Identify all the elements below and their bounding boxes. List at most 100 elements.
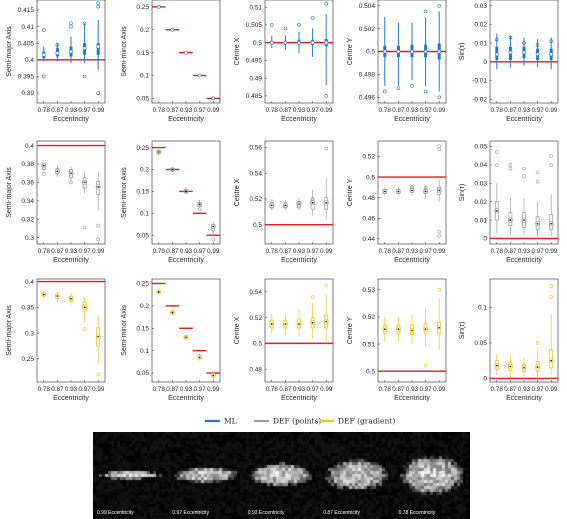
x-tick-label: 0.87 (166, 386, 179, 393)
x-axis-label: Eccentricity (281, 116, 317, 123)
x-tick-label: 0.78 (379, 248, 392, 255)
median-marker (184, 50, 188, 55)
median-ring (82, 179, 88, 185)
median-ring (535, 364, 541, 370)
outlier (549, 294, 554, 299)
y-tick-label: 0.38 (21, 161, 34, 168)
outlier (508, 166, 513, 171)
median-ring (323, 318, 329, 324)
plot-frame (36, 140, 106, 245)
median-marker (82, 46, 87, 51)
y-tick-label: 0.05 (474, 144, 487, 151)
outlier (324, 94, 329, 98)
median-ring (296, 201, 302, 207)
ellipse-image-strip: 0.99 Eccentricity 0.97 Eccentricity 0.93 E… (93, 432, 470, 519)
x-axis-label: Eccentricity (281, 395, 317, 402)
box (197, 355, 202, 360)
outlier (283, 26, 288, 31)
strip-label: 0.99 Eccentricity (97, 510, 134, 516)
box (156, 150, 161, 155)
y-tick-label: 0.496 (359, 94, 376, 101)
x-tick-label: 0.87 (166, 107, 179, 114)
outlier (69, 24, 73, 29)
x-tick-label: 0.97 (419, 386, 432, 393)
median-marker (311, 202, 314, 204)
median-ring (183, 188, 189, 194)
strip-label: 0.97 Eccentricity (172, 510, 210, 516)
median-ring (423, 188, 429, 194)
outlier (423, 9, 428, 14)
median-marker (69, 49, 73, 54)
x-tick-label: 0.93 (406, 107, 419, 114)
x-tick-label: 0.93 (518, 386, 531, 393)
box (410, 324, 414, 335)
legend-label: DEF (points) (273, 417, 321, 426)
y-tick-label: 0.05 (136, 232, 149, 239)
box (184, 189, 188, 193)
y-tick-label: 0.502 (359, 26, 376, 33)
median-ring (382, 188, 388, 194)
median-marker (411, 189, 413, 192)
y-tick-label: 0.5 (253, 341, 262, 348)
median-marker (198, 356, 201, 359)
x-tick-label: 0.97 (531, 107, 544, 114)
outlier (494, 37, 499, 42)
outlier (82, 74, 87, 79)
y-tick-label: 0.25 (136, 281, 149, 288)
y-tick-label: 0.5 (253, 40, 262, 47)
median-marker (384, 328, 386, 330)
median-marker (536, 222, 539, 225)
x-tick-label: 0.78 (153, 107, 166, 114)
median-marker (523, 219, 525, 221)
y-tick-label: 0.53 (362, 287, 375, 294)
subplot-2-1: 0.05 0.1 0.15 0.2 0.25 0.78 0.87 0.93 0.97 0.99Ec… (121, 278, 221, 402)
y-tick-label: 0 (483, 376, 487, 383)
y-tick-label: 0.51 (249, 4, 262, 11)
x-axis-label: Eccentricity (394, 257, 430, 264)
x-tick-label: 0.97 (306, 248, 319, 255)
median-marker (550, 359, 552, 362)
median-marker (410, 49, 414, 54)
y-tick-label: 0.405 (18, 40, 35, 47)
median-marker (271, 204, 273, 207)
box (41, 292, 46, 297)
y-axis-label: Semi-major Axis (6, 305, 13, 356)
y-tick-label: 0.39 (21, 90, 34, 97)
box (396, 324, 401, 334)
median-marker (397, 190, 400, 193)
box (310, 198, 315, 210)
box (494, 201, 499, 221)
x-tick-label: 0.99 (433, 386, 446, 393)
y-axis-label: Semi-minor Axis (121, 167, 128, 218)
median-ring (409, 187, 415, 193)
x-axis-label: Eccentricity (394, 116, 430, 123)
legend-label: ML (224, 417, 237, 426)
box (535, 360, 540, 372)
y-tick-label: 0.395 (18, 74, 35, 81)
outlier (522, 166, 526, 171)
x-tick-label: 0.99 (320, 107, 333, 114)
outlier (55, 43, 60, 47)
outlier (549, 284, 554, 288)
outlier (211, 237, 215, 242)
box (96, 181, 101, 195)
y-axis-label: Centre Y (347, 316, 354, 344)
subplot-2-0: 0.25 0.3 0.35 0.4 0.78 0.87 0.93 0.97 0.99Eccent… (6, 278, 106, 402)
y-tick-label: -0.01 (472, 78, 487, 85)
plot-frame (264, 140, 334, 245)
outlier (437, 95, 442, 100)
median-marker (158, 151, 160, 153)
subplot-0-1: 0.05 0.1 0.15 0.2 0.25 0.78 0.87 0.93 0.97 0.99Ec… (121, 0, 221, 123)
y-tick-label: 0.25 (21, 356, 34, 363)
y-tick-label: 0.46 (362, 215, 375, 222)
median-marker (382, 49, 387, 54)
box (41, 163, 46, 170)
strip-label: 0.78 Eccentricity (398, 510, 436, 516)
y-tick-label: 0.48 (362, 195, 375, 202)
median-marker (523, 366, 525, 369)
box (211, 373, 216, 378)
median-marker (297, 40, 301, 45)
x-tick-label: 0.97 (78, 248, 91, 255)
y-tick-label: 0.02 (474, 22, 487, 29)
